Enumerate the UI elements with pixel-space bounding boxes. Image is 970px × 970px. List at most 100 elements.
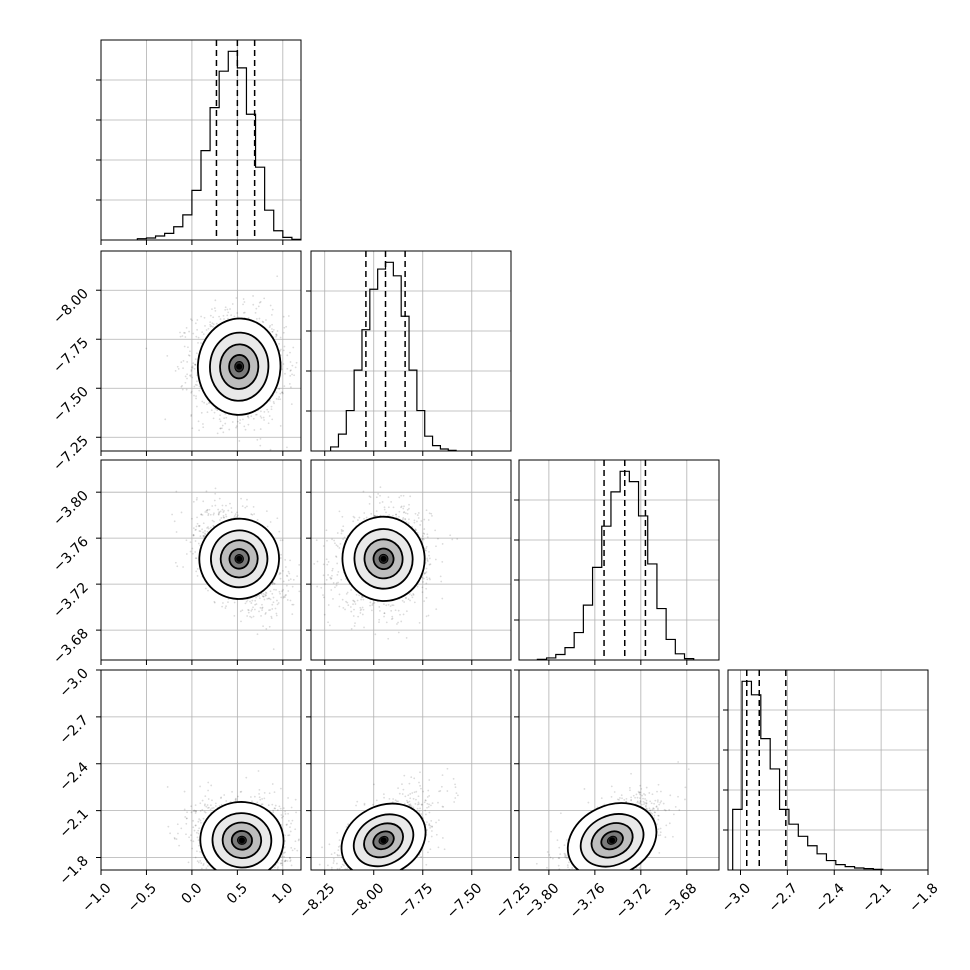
- sample-point: [269, 448, 272, 451]
- sample-point: [287, 315, 290, 317]
- sample-point: [401, 599, 404, 602]
- sample-point: [261, 320, 264, 323]
- sample-point: [270, 408, 273, 411]
- sample-point: [378, 618, 381, 621]
- sample-point: [368, 502, 371, 505]
- sample-point: [219, 420, 222, 423]
- sample-point: [199, 785, 201, 788]
- sample-point: [197, 341, 199, 344]
- sample-point: [379, 494, 381, 497]
- sample-point: [281, 391, 284, 394]
- sample-point: [206, 871, 208, 873]
- sample-point: [273, 402, 275, 405]
- sample-point: [269, 590, 272, 593]
- sample-point: [285, 594, 287, 596]
- sample-point: [426, 560, 429, 563]
- sample-point: [290, 403, 293, 406]
- sample-point: [185, 553, 188, 555]
- sample-point: [227, 509, 230, 512]
- sample-point: [403, 511, 406, 513]
- sample-point: [202, 333, 205, 336]
- sample-point: [247, 609, 250, 612]
- sample-point: [280, 872, 282, 874]
- sample-point: [218, 418, 221, 421]
- sample-point: [425, 509, 428, 512]
- sample-point: [269, 521, 272, 523]
- sample-point: [429, 563, 432, 566]
- sample-point: [375, 510, 378, 513]
- sample-point: [330, 589, 333, 591]
- sample-point: [195, 810, 198, 813]
- sample-point: [373, 514, 376, 517]
- panel-frame: [100, 39, 302, 241]
- sample-point: [289, 860, 292, 863]
- sample-point: [316, 585, 319, 588]
- sample-point: [421, 535, 424, 538]
- sample-point: [346, 591, 349, 594]
- sample-point: [201, 400, 204, 403]
- sample-point: [284, 566, 287, 568]
- sample-point: [401, 518, 404, 521]
- sample-point: [224, 880, 226, 882]
- sample-point: [287, 579, 290, 582]
- sample-point: [263, 598, 266, 601]
- sample-point: [227, 469, 229, 471]
- sample-point: [268, 625, 271, 628]
- sample-point: [327, 574, 329, 576]
- sample-point: [407, 598, 410, 601]
- density-peak: [236, 363, 243, 370]
- sample-point: [421, 537, 424, 540]
- sample-point: [197, 820, 200, 823]
- sample-point: [289, 559, 291, 562]
- sample-point: [411, 596, 414, 599]
- sample-point: [370, 609, 373, 612]
- sample-point: [278, 573, 281, 576]
- sample-point: [352, 515, 355, 518]
- sample-point: [195, 380, 198, 383]
- sample-point: [210, 409, 213, 412]
- sample-point: [166, 355, 169, 357]
- sample-point: [190, 811, 193, 814]
- sample-point: [323, 613, 326, 616]
- sample-point: [378, 621, 380, 624]
- sample-point: [194, 873, 196, 875]
- sample-point: [342, 538, 345, 541]
- sample-point: [250, 415, 253, 418]
- sample-point: [291, 819, 294, 822]
- sample-point: [214, 487, 217, 490]
- sample-point: [284, 558, 287, 561]
- sample-point: [426, 557, 429, 560]
- sample-point: [256, 438, 259, 441]
- sample-point: [189, 541, 192, 544]
- sample-point: [268, 609, 270, 612]
- sample-point: [223, 509, 225, 512]
- sample-point: [391, 604, 394, 607]
- sample-point: [425, 547, 428, 550]
- sample-point: [279, 577, 282, 580]
- sample-point: [292, 346, 295, 349]
- sample-point: [278, 342, 280, 345]
- sample-point: [333, 539, 335, 542]
- sample-point: [196, 319, 199, 321]
- sample-point: [207, 526, 209, 528]
- sample-point: [187, 354, 190, 357]
- sample-point: [190, 415, 193, 417]
- sample-point: [194, 363, 197, 366]
- sample-point: [255, 871, 257, 873]
- sample-point: [291, 373, 293, 376]
- panel-1-1: [306, 250, 512, 456]
- sample-point: [425, 576, 428, 579]
- sample-point: [378, 609, 381, 612]
- sample-point: [192, 527, 195, 529]
- sample-point: [247, 416, 250, 419]
- sample-point: [259, 437, 262, 440]
- sample-point: [303, 400, 305, 402]
- sample-point: [270, 617, 273, 620]
- sample-point: [269, 609, 272, 611]
- sample-point: [213, 499, 216, 502]
- sample-point: [284, 596, 286, 599]
- sample-point: [184, 375, 187, 378]
- sample-point: [276, 517, 279, 520]
- sample-point: [292, 578, 295, 581]
- sample-point: [243, 425, 246, 428]
